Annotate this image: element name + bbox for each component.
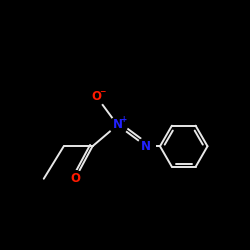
- Text: N: N: [112, 118, 122, 132]
- Text: O: O: [70, 172, 80, 185]
- Text: −: −: [99, 87, 106, 96]
- Text: +: +: [120, 116, 127, 124]
- Text: N: N: [141, 140, 151, 153]
- Text: O: O: [91, 90, 101, 103]
